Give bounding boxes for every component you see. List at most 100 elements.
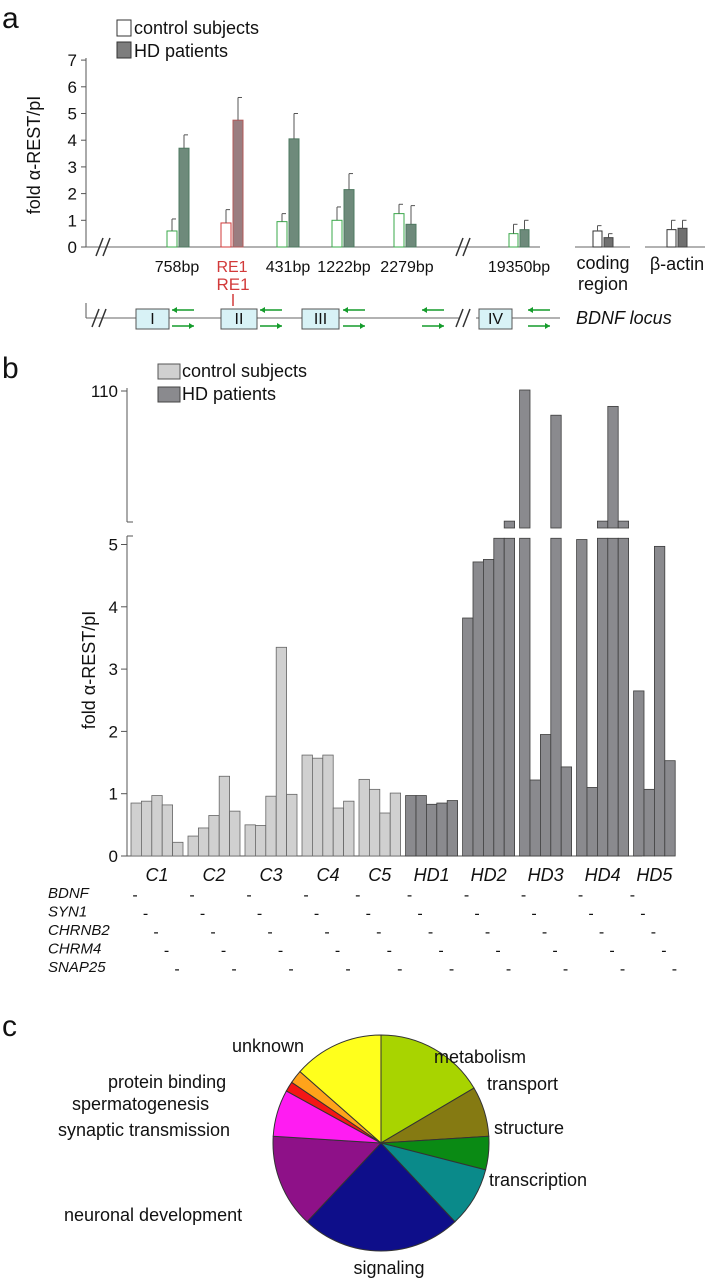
gene-mark: -: [210, 924, 215, 941]
bar-b: [586, 787, 598, 857]
axis-a-tick-label: 0: [68, 238, 77, 257]
legend-a-hd-swatch: [116, 41, 132, 59]
bar-b-upper: [617, 520, 630, 529]
gene-mark: -: [335, 943, 340, 960]
bar-a-control: [220, 222, 232, 248]
pie-label: synaptic transmission: [58, 1120, 230, 1140]
gene-mark: -: [661, 943, 666, 960]
gene-mark: -: [132, 887, 137, 904]
pie-label: signaling: [353, 1258, 424, 1278]
gene-mark: -: [640, 906, 645, 923]
gene-mark: -: [609, 943, 614, 960]
primer-arrow-head: [439, 323, 444, 329]
pie-slice: [272, 1135, 383, 1223]
axis-b-ylabel: fold α-REST/pI: [79, 611, 99, 729]
axis-a-tick-label: 2: [68, 185, 77, 204]
gene-mark: -: [599, 924, 604, 941]
bar-a-hd: [519, 229, 530, 248]
bar-a-control: [666, 229, 677, 248]
gene-mark: -: [417, 906, 422, 923]
gene-mark: -: [672, 961, 677, 978]
chart-a-category-labels: 758bp RE1 431bp 1222bp 2279bp 19350bp codingre…: [155, 253, 704, 294]
category-label-a: region: [578, 274, 628, 294]
axis-a-tick-label: 6: [68, 78, 77, 97]
bar-b: [560, 766, 573, 857]
legend-b-control-label: control subjects: [182, 361, 307, 381]
bar-b: [540, 734, 552, 857]
bar-b: [187, 835, 199, 857]
legend-a-control-label: control subjects: [134, 18, 259, 38]
category-label-a: coding: [576, 253, 629, 273]
bar-b: [607, 537, 619, 857]
bar-b-upper: [519, 389, 531, 529]
pie-label: protein binding: [108, 1072, 226, 1092]
bar-b: [664, 760, 676, 857]
axis-b-tick-label: 2: [109, 722, 118, 741]
bar-a-hd: [677, 227, 688, 248]
bar-b: [425, 803, 438, 857]
primer-arrow-head: [277, 323, 282, 329]
pie-label: spermatogenesis: [72, 1094, 209, 1114]
gene-mark: -: [474, 906, 479, 923]
bar-a-control: [508, 233, 519, 248]
bar-b: [368, 788, 381, 857]
category-label-a: 2279bp: [380, 259, 433, 276]
legend-b-hd-label: HD patients: [182, 384, 276, 404]
group-label-b: C5: [368, 865, 392, 885]
pie-slice: [380, 1034, 475, 1144]
group-label-b: HD5: [636, 865, 673, 885]
primer-arrow-head: [343, 307, 348, 313]
gene-mark: -: [376, 924, 381, 941]
gene-mark: -: [407, 887, 412, 904]
gene-mark: -: [542, 924, 547, 941]
gene-mark: -: [267, 924, 272, 941]
gene-mark: -: [231, 961, 236, 978]
bar-b: [550, 537, 562, 857]
axis-b-tick-label: 1: [109, 785, 118, 804]
panel-letter-b: b: [2, 352, 19, 385]
bar-b: [405, 795, 417, 857]
gene-mark: -: [221, 943, 226, 960]
gene-mark: -: [588, 906, 593, 923]
gene-label: BDNF: [48, 885, 90, 902]
bar-b: [519, 537, 531, 857]
gene-mark: -: [578, 887, 583, 904]
locus-exon-label: III: [314, 311, 327, 328]
locus-exon-label: IV: [488, 311, 503, 328]
gene-mark: -: [200, 906, 205, 923]
bar-a-hd: [405, 223, 417, 248]
bar-b: [265, 795, 277, 857]
gene-mark: -: [345, 961, 350, 978]
bar-b: [576, 539, 588, 857]
locus-exon-box: [478, 308, 513, 330]
locus-exon-box: [135, 308, 170, 330]
bar-a-hd: [343, 189, 355, 248]
category-label-a: β-actin: [650, 254, 704, 274]
group-label-b: HD4: [585, 865, 621, 885]
gene-mark: -: [189, 887, 194, 904]
gene-label: SNAP25: [48, 959, 106, 976]
locus-exon-box: [301, 308, 340, 330]
bar-b: [208, 815, 220, 857]
gene-mark: -: [257, 906, 262, 923]
axis-b-tick-label: 110: [91, 382, 118, 401]
axis-b-tick-label: 3: [109, 660, 118, 679]
bar-b: [493, 537, 505, 857]
pie-slice: [306, 1142, 456, 1252]
bar-b: [229, 810, 241, 857]
gene-mark: -: [521, 887, 526, 904]
bar-b: [643, 788, 655, 857]
axis-a-tick-label: 4: [68, 131, 77, 150]
locus-exon-label: I: [150, 311, 154, 328]
gene-mark: -: [153, 924, 158, 941]
primer-arrow-head: [189, 323, 194, 329]
chart-c-labels: metabolism transport structure transcriptio…: [58, 1036, 587, 1278]
gene-label: CHRNB2: [48, 922, 110, 939]
chart-b-group-labels: C1 C2 C3 C4 C5 HD1 HD2 HD3 HD4 HD5: [145, 865, 673, 885]
gene-mark: -: [531, 906, 536, 923]
gene-mark: -: [651, 924, 656, 941]
axis-a-tick-label: 1: [68, 211, 77, 230]
pie-label: neuronal development: [64, 1205, 242, 1225]
bar-b: [415, 795, 427, 857]
